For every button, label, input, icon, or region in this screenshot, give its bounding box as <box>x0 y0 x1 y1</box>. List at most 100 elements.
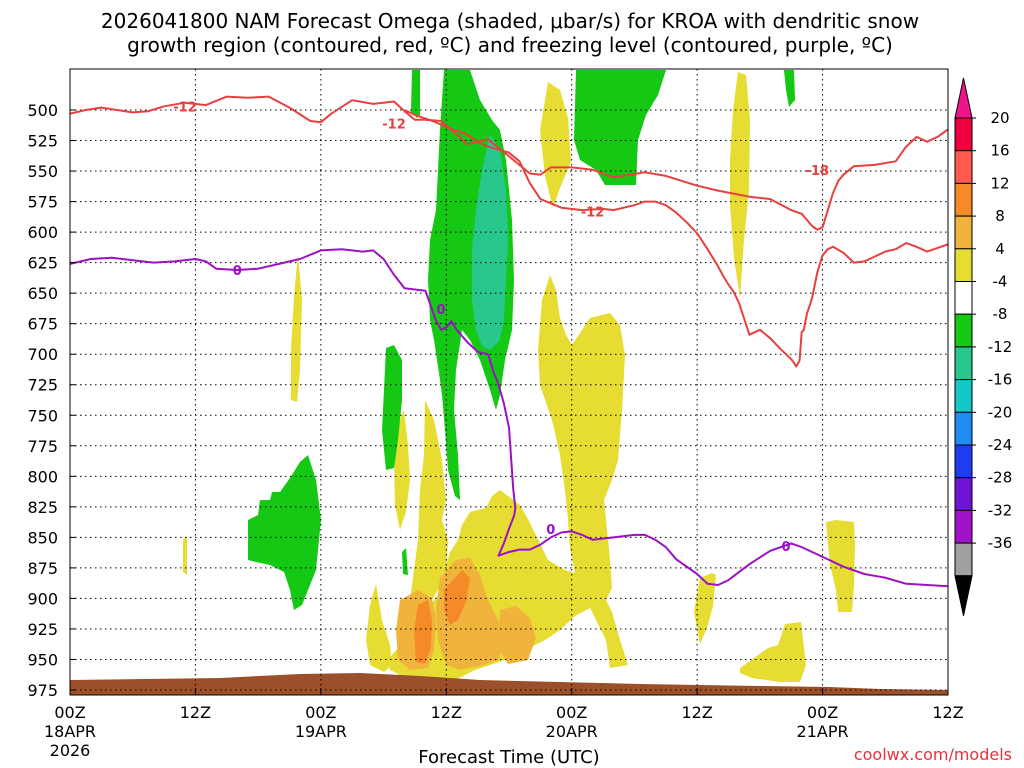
colorbar-swatch <box>954 150 973 184</box>
colorbar-label: -12 <box>988 338 1013 356</box>
omega-yellow-region-lower-left <box>366 584 392 672</box>
dgz-top-minus18-line <box>70 95 948 231</box>
colorbar-bottom-arrow <box>954 575 973 616</box>
omega-dark-orange-region-b <box>444 570 470 625</box>
y-tick-label: 625 <box>27 254 58 273</box>
dgz-bottom-minus12-line <box>404 109 948 368</box>
omega-shading <box>183 70 855 682</box>
colorbar-label: 16 <box>990 142 1009 160</box>
colorbar-label: -32 <box>988 501 1013 519</box>
omega-orange-region-c <box>498 606 536 664</box>
colorbar-label: -8 <box>993 305 1008 323</box>
plot-border <box>69 68 949 696</box>
omega-green-region-far-right <box>784 70 795 107</box>
x-tick-label-time: 00Z <box>54 703 85 722</box>
colorbar-swatch <box>954 542 973 577</box>
x-tick-label-time: 12Z <box>932 703 963 722</box>
freezing-level-0C-label: 0 <box>233 264 242 279</box>
plot-area: -12 -12 -18 -12 0 0 0 0 <box>70 69 948 695</box>
x-tick-label-time: 12Z <box>681 703 712 722</box>
y-tick-label: 975 <box>27 681 58 700</box>
omega-yellow-region-west-band <box>408 400 448 628</box>
freezing-level-0C-label: 0 <box>546 523 555 538</box>
omega-green-region-north <box>411 70 420 118</box>
x-tick-label-time: 00Z <box>556 703 587 722</box>
omega-yellow-region-west-small-a <box>291 254 302 402</box>
colorbar-label: -36 <box>988 534 1013 552</box>
x-tick-label-date: 21APR <box>797 722 849 741</box>
omega-green-region-upper-right <box>574 70 666 185</box>
colorbar-swatch <box>954 477 973 511</box>
x-tick-label-time: 12Z <box>180 703 211 722</box>
y-tick-label: 875 <box>27 559 58 578</box>
colorbar-swatch <box>954 313 973 348</box>
freezing-level-0C-label: 0 <box>437 303 446 318</box>
y-tick-label: 550 <box>27 162 58 181</box>
y-tick-label: 600 <box>27 223 58 242</box>
omega-dark-orange-region-a <box>414 600 432 664</box>
terrain-ground <box>70 673 948 695</box>
x-axis-label: Forecast Time (UTC) <box>418 747 599 768</box>
omega-green-region-small <box>402 548 408 575</box>
y-tick-label: 525 <box>27 132 58 151</box>
freezing-level-0C-line <box>70 248 948 588</box>
gridlines <box>70 69 948 695</box>
colorbar-label: 12 <box>990 174 1009 192</box>
y-tick-label: 675 <box>27 315 58 334</box>
colorbar-swatch <box>954 411 973 446</box>
colorbar: 20 16 12 8 4 -4 -8 -12 -16 -20 -24 -28 -32 -36 <box>954 77 1013 616</box>
colorbar-swatch <box>954 509 973 544</box>
omega-yellow-region-east-upper <box>730 72 750 298</box>
colorbar-label: 4 <box>995 240 1005 258</box>
colorbar-label: -16 <box>988 371 1013 389</box>
colorbar-swatch <box>954 248 973 283</box>
dgz-bottom-minus12-label: -12 <box>581 205 605 220</box>
y-tick-label: 725 <box>27 376 58 395</box>
omega-green-region-southwest <box>248 455 321 610</box>
omega-yellow-region-west-small-b <box>183 536 187 575</box>
x-tick-label-date: 20APR <box>546 722 598 741</box>
colorbar-swatch <box>954 379 973 413</box>
omega-green-region-west <box>382 345 402 470</box>
freezing-level-0C-label: 0 <box>781 540 790 555</box>
colorbar-label: 20 <box>990 109 1009 127</box>
colorbar-label: -28 <box>988 469 1013 487</box>
y-tick-label: 950 <box>27 650 58 669</box>
dgz-top-minus18-label: -18 <box>806 164 830 179</box>
dgz-top-minus18-label: -12 <box>382 117 406 132</box>
colorbar-swatch <box>954 346 973 381</box>
colorbar-swatch <box>954 215 973 250</box>
x-tick-label-year: 2026 <box>50 741 91 760</box>
chart-title-line2: growth region (contoured, red, ºC) and f… <box>127 33 893 57</box>
x-tick-label-date: 18APR <box>44 722 96 741</box>
credit-link[interactable]: coolwx.com/models <box>854 745 1012 764</box>
colorbar-top-arrow <box>954 77 973 119</box>
x-tick-label-time: 12Z <box>431 703 462 722</box>
y-tick-label: 775 <box>27 437 58 456</box>
contour-labels: -12 -12 -18 -12 0 0 0 0 <box>173 100 830 555</box>
y-tick-label: 650 <box>27 284 58 303</box>
y-tick-label: 925 <box>27 620 58 639</box>
colorbar-swatch <box>954 182 973 217</box>
colorbar-label: -4 <box>993 273 1008 291</box>
y-tick-label: 825 <box>27 498 58 517</box>
colorbar-label: -24 <box>988 436 1013 454</box>
y-tick-label: 500 <box>27 101 58 120</box>
omega-yellow-region-east-mid <box>694 573 716 644</box>
omega-teal-region <box>472 134 508 350</box>
x-tick-label-time: 00Z <box>807 703 838 722</box>
chart-title-line1: 2026041800 NAM Forecast Omega (shaded, μ… <box>101 9 919 33</box>
colorbar-swatch <box>954 117 973 152</box>
x-tick-label-time: 00Z <box>305 703 336 722</box>
colorbar-label: -20 <box>988 403 1013 421</box>
colorbar-swatch <box>954 444 973 479</box>
dgz-top-minus18-label: -12 <box>173 100 197 115</box>
y-tick-label: 900 <box>27 589 58 608</box>
y-axis: 500 525 550 575 600 625 650 675 700 725 750 775 800 8… <box>27 101 76 700</box>
contour-lines <box>70 95 948 588</box>
colorbar-label: 8 <box>995 207 1005 225</box>
omega-yellow-region-mid-upper <box>540 82 571 208</box>
omega-yellow-region-east-lower <box>740 622 806 682</box>
